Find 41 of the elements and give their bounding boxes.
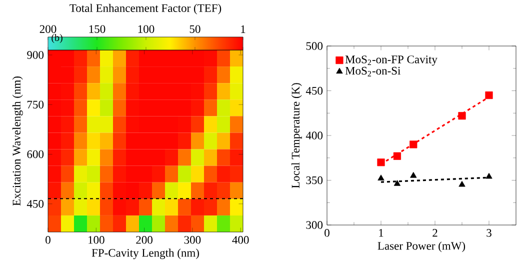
y-tick-label: 900	[27, 51, 44, 59]
point	[378, 174, 384, 180]
x-tick-label: 3	[486, 229, 492, 237]
x-tick-label: 300	[184, 236, 201, 244]
x-tick-label: 400	[232, 236, 249, 244]
x-tick-label: 1	[379, 229, 384, 237]
color-bar-label: 50	[190, 25, 200, 33]
point	[394, 180, 401, 186]
point	[485, 91, 493, 100]
point	[410, 172, 417, 178]
x-axis-title: Laser Power (mW)	[378, 242, 466, 252]
x-tick-label: 100	[88, 236, 104, 244]
y-tick-label: 500	[306, 42, 323, 50]
color-bar-title: Total Enhancement Factor (TEF)	[70, 4, 222, 14]
legend-label: MoS$_{2}$-on-Si	[345, 66, 400, 76]
point	[377, 158, 385, 166]
x-tick-label: 0	[46, 236, 50, 244]
x-tick-label: 2	[432, 229, 438, 237]
x-tick-label: 200	[136, 236, 152, 244]
color-bar-label: 200	[40, 25, 56, 33]
point	[458, 180, 466, 187]
point	[458, 112, 466, 120]
y-tick-label: 600	[27, 150, 44, 158]
legend-label: MoS$_{2}$-on-FP Cavity	[345, 56, 438, 66]
color-bar-label: 150	[89, 25, 106, 33]
y-axis-title: Local Temperature (K)	[291, 83, 302, 188]
x-axis-title: FP-Cavity Length (nm)	[92, 248, 199, 260]
y-tick-label: 450	[306, 86, 323, 95]
point	[486, 172, 492, 179]
y-tick-label: 350	[306, 176, 323, 184]
color-bar-label: 100	[138, 25, 154, 33]
y-tick-label: 300	[306, 221, 323, 229]
x-tick-label: 0	[324, 229, 330, 237]
y-axis-title: Excitation Wavelength (nm)	[12, 76, 23, 206]
color-bar-label: 1	[241, 25, 246, 33]
text: (b)	[52, 34, 62, 44]
y-tick-label: 750	[27, 100, 44, 108]
y-tick-label: 450	[26, 200, 44, 208]
point	[393, 152, 401, 160]
y-tick-label: 400	[306, 132, 323, 140]
point	[410, 140, 418, 148]
